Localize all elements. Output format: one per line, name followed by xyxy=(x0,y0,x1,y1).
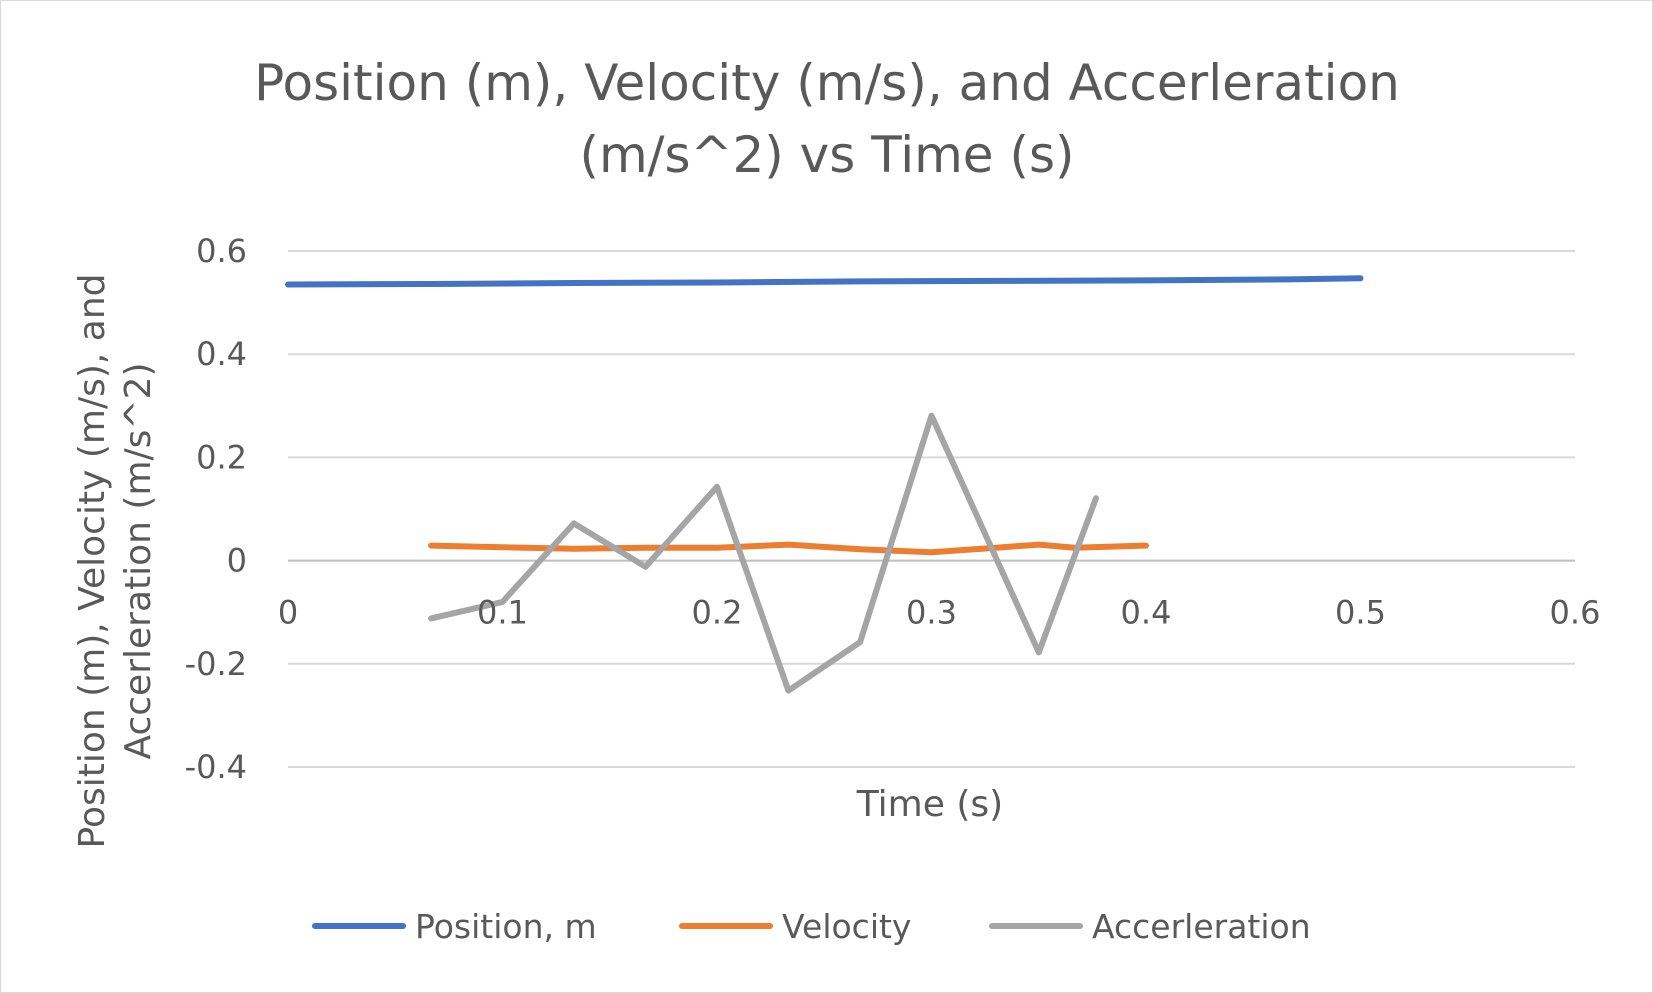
gridlines xyxy=(288,250,1575,768)
legend: Position, m Velocity Accerleration xyxy=(312,907,1311,946)
legend-item-1: Position, m xyxy=(312,907,597,946)
y-tick-label: -0.4 xyxy=(185,748,247,786)
chart-title-line-1: Position (m), Velocity (m/s), and Accerl… xyxy=(254,54,1400,112)
x-tick-label: 0.1 xyxy=(477,594,528,632)
legend-label: Velocity xyxy=(782,907,911,946)
x-tick-label: 0.5 xyxy=(1335,594,1386,632)
x-axis-tick-labels: 0 0.1 0.2 0.3 0.4 0.5 0.6 xyxy=(278,594,1601,632)
legend-item-3: Accerleration xyxy=(989,907,1311,946)
y-axis-title: Position (m), Velocity (m/s), and Accerl… xyxy=(72,274,159,849)
y-axis-title-line-2: Accerleration (m/s^2) xyxy=(118,362,159,759)
legend-item-2: Velocity xyxy=(679,907,911,946)
y-tick-label: 0.2 xyxy=(196,438,247,476)
y-tick-label: 0 xyxy=(227,542,247,580)
x-tick-label: 0.6 xyxy=(1550,594,1601,632)
y-axis-title-line-1: Position (m), Velocity (m/s), and xyxy=(72,274,113,849)
chart-title-line-2: (m/s^2) vs Time (s) xyxy=(579,126,1074,184)
series-line-3 xyxy=(428,412,1099,694)
series-line-2 xyxy=(428,541,1149,556)
x-axis-title: Time (s) xyxy=(856,784,1003,825)
series-lines xyxy=(285,275,1364,694)
x-tick-label: 0.2 xyxy=(692,594,743,632)
x-tick-label: 0.3 xyxy=(906,594,957,632)
y-axis-tick-labels: 0.6 0.4 0.2 0 -0.2 -0.4 xyxy=(185,232,247,786)
legend-label: Position, m xyxy=(415,907,597,946)
y-tick-label: 0.6 xyxy=(196,232,247,270)
y-tick-label: -0.2 xyxy=(185,645,247,683)
legend-label: Accerleration xyxy=(1092,907,1311,946)
x-tick-label: 0 xyxy=(278,594,298,632)
y-tick-label: 0.4 xyxy=(196,335,247,373)
series-line-1 xyxy=(285,275,1364,288)
x-tick-label: 0.4 xyxy=(1121,594,1172,632)
